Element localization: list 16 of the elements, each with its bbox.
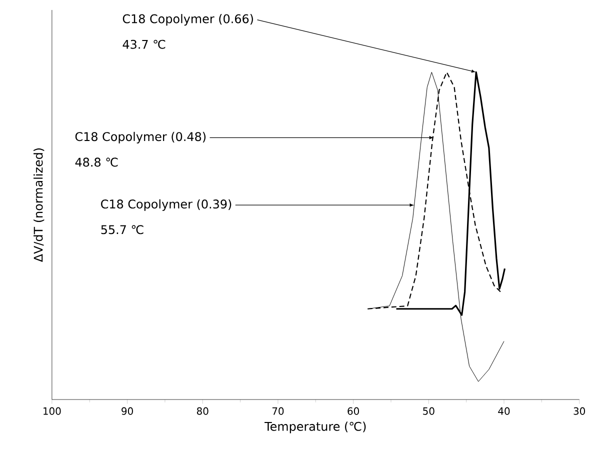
x-tick-label: 40: [498, 407, 510, 415]
annotation: C18 Copolymer (0.66): [122, 14, 253, 26]
x-tick-label: 70: [272, 407, 284, 415]
x-axis-title: Temperature (℃): [264, 421, 366, 433]
y-axis-title: ΔV/dT (normalized): [34, 148, 44, 262]
x-tick-label: 100: [44, 407, 61, 415]
text: 43.7 ℃: [122, 40, 166, 49]
annotation: C18 Copolymer (0.48): [75, 132, 206, 144]
x-tick-label: 80: [196, 407, 208, 415]
x-tick-label: 60: [348, 407, 359, 415]
x-tick-label: 50: [423, 407, 434, 415]
annotation: 55.7 ℃: [101, 224, 144, 234]
x-tick-label: 30: [574, 407, 586, 415]
annotation: C18 Copolymer (0.39): [101, 199, 232, 211]
annotation: 48.8 ℃: [75, 157, 118, 166]
x-tick-label: 90: [122, 407, 133, 415]
